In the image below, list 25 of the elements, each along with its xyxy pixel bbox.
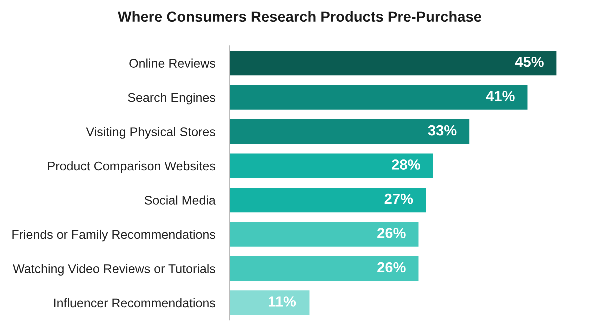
y-tick-label: Product Comparison Websites <box>48 162 216 174</box>
chart-title: Where Consumers Research Products Pre-Purchase <box>118 11 482 22</box>
bar <box>230 222 419 247</box>
y-tick-label: Online Reviews <box>130 58 216 68</box>
data-label: 28% <box>392 160 420 170</box>
bar <box>230 256 419 282</box>
y-tick-label: Search Engines <box>128 93 216 105</box>
data-label: 41% <box>486 91 515 102</box>
bar <box>230 50 557 76</box>
data-label: 26% <box>378 262 406 273</box>
data-label: 33% <box>428 125 457 136</box>
bar <box>230 188 426 213</box>
bar <box>230 290 310 316</box>
bar <box>230 85 528 110</box>
bar <box>230 119 470 144</box>
data-label: 27% <box>384 194 414 204</box>
data-label: 45% <box>515 56 544 68</box>
bar <box>230 154 434 178</box>
y-tick-label: Watching Video Reviews or Tutorials <box>13 264 216 276</box>
y-tick-label: Friends or Family Recommendations <box>12 230 216 242</box>
y-tick-label: Influencer Recommendations <box>54 298 216 308</box>
data-label: 26% <box>378 228 406 238</box>
data-label: 11% <box>268 296 296 307</box>
y-tick-label: Social Media <box>144 196 216 205</box>
y-tick-label: Visiting Physical Stores <box>86 127 216 139</box>
